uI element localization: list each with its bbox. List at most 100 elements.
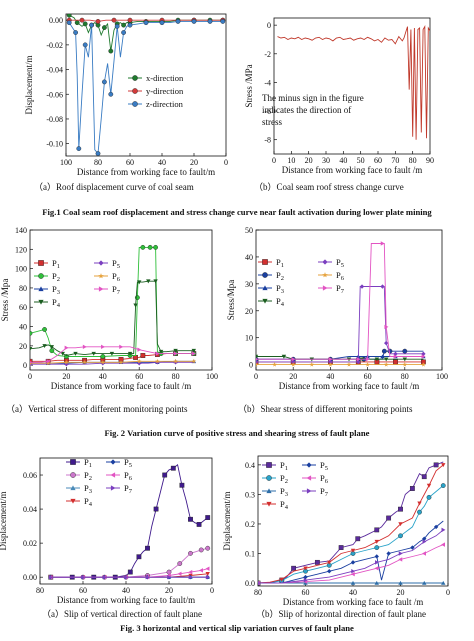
- y-tick-label: 140: [15, 226, 27, 235]
- data-point: [381, 348, 387, 354]
- y-tick-label: 40: [245, 253, 253, 262]
- legend-marker: [322, 285, 328, 291]
- legend-label: P2: [84, 470, 92, 482]
- legend-label: P7: [112, 284, 121, 296]
- legend-marker: [110, 485, 116, 491]
- x-axis-label: Distance from working face to fault /m: [279, 381, 419, 391]
- series-line: [256, 286, 424, 363]
- legend-label: P2: [280, 473, 288, 485]
- legend-label: P6: [124, 470, 133, 482]
- legend-marker: [306, 488, 312, 494]
- series-line: [258, 520, 444, 584]
- data-point: [303, 574, 308, 580]
- data-point: [205, 566, 210, 571]
- data-point: [121, 22, 127, 28]
- y-tick-label: 0.0: [245, 579, 255, 588]
- data-point: [205, 572, 210, 576]
- data-point: [121, 30, 127, 35]
- legend-marker: [306, 462, 312, 468]
- legend-marker: [262, 285, 268, 291]
- legend-label: P7: [336, 283, 345, 295]
- legend-marker: [38, 260, 44, 266]
- x-tick-label: 80: [401, 372, 409, 381]
- series-P6: [258, 542, 446, 586]
- data-point: [82, 344, 87, 350]
- data-point: [256, 358, 259, 361]
- data-point: [205, 574, 210, 580]
- data-point: [303, 566, 308, 571]
- data-point: [102, 79, 107, 85]
- legend-label: P5: [336, 257, 344, 269]
- series-P3: [256, 354, 426, 361]
- plot-frame: [29, 229, 213, 371]
- data-point: [422, 580, 427, 585]
- series-line: [258, 464, 444, 584]
- data-point: [386, 515, 392, 521]
- data-point: [303, 577, 308, 583]
- data-point: [66, 14, 72, 18]
- data-point: [64, 362, 69, 367]
- legend-marker: [70, 498, 76, 504]
- figure-2-caption: Fig. 2 Variation curve of positive stres…: [104, 428, 370, 438]
- data-point: [153, 279, 158, 284]
- legend-marker: [110, 472, 116, 478]
- y-tick-label: 40: [19, 323, 27, 332]
- data-point: [140, 353, 146, 358]
- data-point: [133, 303, 138, 308]
- data-point: [433, 462, 439, 468]
- data-point: [398, 506, 403, 512]
- data-point: [170, 465, 176, 471]
- data-point: [42, 344, 47, 349]
- x-tick-label: 60: [364, 372, 372, 381]
- legend-label: P2: [276, 270, 284, 282]
- data-point: [365, 362, 370, 367]
- data-point: [374, 527, 380, 533]
- legend-marker: [322, 272, 328, 278]
- data-point: [421, 362, 426, 367]
- legend-marker: [38, 299, 44, 305]
- x-tick-label: 70: [391, 156, 399, 165]
- data-point: [146, 279, 151, 284]
- y-tick-label: -4: [264, 78, 271, 87]
- data-point: [191, 358, 197, 364]
- data-point: [159, 20, 165, 26]
- data-point: [140, 244, 146, 250]
- data-point: [127, 569, 133, 575]
- data-point: [42, 327, 47, 332]
- series-line: [30, 361, 194, 365]
- series-P4: [258, 463, 446, 586]
- x-tick-label: 60: [126, 158, 134, 167]
- series-P6: [256, 362, 426, 367]
- data-point: [374, 566, 379, 571]
- data-point: [402, 348, 408, 354]
- data-point: [205, 545, 211, 551]
- legend-label: P2: [52, 271, 60, 283]
- data-point: [173, 348, 178, 353]
- series-line: [69, 19, 223, 22]
- data-point: [398, 551, 403, 556]
- data-point: [76, 146, 82, 151]
- data-point: [350, 560, 356, 565]
- data-point: [426, 483, 432, 488]
- x-tick-label: 60: [79, 586, 87, 595]
- legend-marker: [132, 101, 138, 107]
- data-point: [179, 482, 185, 488]
- y-axis-label: Displacement/m: [24, 56, 34, 115]
- y-tick-label: -6: [264, 107, 271, 116]
- data-point: [402, 357, 407, 362]
- x-tick-label: 60: [374, 156, 382, 165]
- x-tick-label: 20: [62, 372, 70, 381]
- data-point: [384, 340, 389, 346]
- data-point: [95, 19, 101, 24]
- data-point: [143, 20, 149, 26]
- y-tick-label: 120: [15, 245, 27, 254]
- legend-label: z-direction: [146, 99, 184, 109]
- data-point: [256, 359, 259, 365]
- data-point: [356, 357, 361, 362]
- panel-caption-3a: （a）Slip of vertical direction of fault p…: [42, 609, 202, 619]
- data-point: [89, 22, 95, 28]
- data-point: [207, 19, 213, 24]
- data-point: [136, 554, 142, 560]
